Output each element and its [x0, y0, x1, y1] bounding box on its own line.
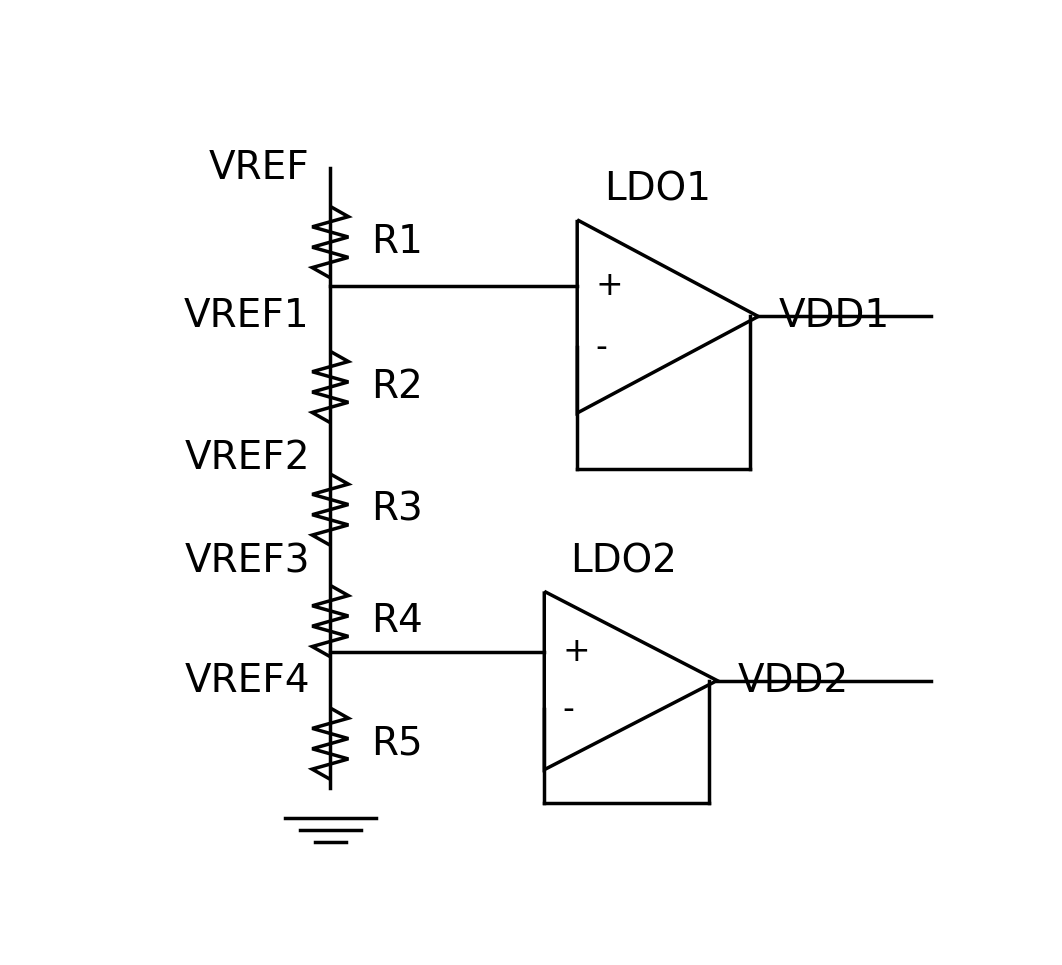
Text: VREF2: VREF2: [184, 439, 310, 477]
Text: +: +: [596, 269, 623, 302]
Text: VREF1: VREF1: [184, 297, 310, 336]
Text: R3: R3: [372, 490, 423, 529]
Text: +: +: [563, 636, 590, 669]
Text: VDD1: VDD1: [778, 297, 890, 336]
Text: R5: R5: [372, 725, 423, 762]
Text: LDO1: LDO1: [604, 171, 712, 208]
Text: VREF4: VREF4: [184, 662, 310, 700]
Text: R1: R1: [372, 223, 424, 262]
Text: -: -: [596, 331, 607, 364]
Text: LDO2: LDO2: [570, 542, 678, 580]
Text: VREF3: VREF3: [184, 542, 310, 581]
Text: VDD2: VDD2: [738, 662, 849, 700]
Text: -: -: [563, 693, 575, 726]
Text: VREF: VREF: [209, 149, 310, 187]
Text: R2: R2: [372, 368, 423, 406]
Text: R4: R4: [372, 602, 423, 640]
